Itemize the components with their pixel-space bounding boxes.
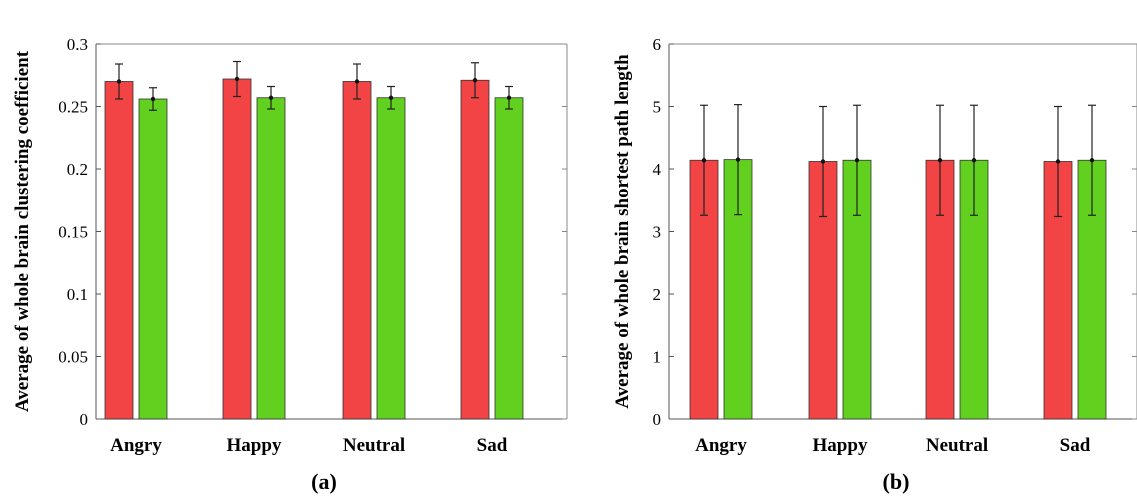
y-tick-label: 0.05: [58, 348, 88, 367]
x-tick-label: Neutral: [926, 435, 988, 456]
x-tick-label: Neutral: [343, 435, 405, 456]
panel-label-a: (a): [311, 469, 337, 494]
bar: [138, 98, 168, 420]
x-tick-label: Sad: [1060, 435, 1091, 456]
x-tick-label: Happy: [227, 435, 282, 456]
y-tick-label: 4: [653, 160, 662, 179]
mean-marker: [234, 76, 240, 82]
bar: [460, 79, 490, 420]
y-tick-label: 5: [653, 98, 662, 117]
mean-marker: [1089, 158, 1095, 163]
mean-marker: [150, 96, 156, 102]
y-axis-label: Average of whole brain shortest path len…: [612, 54, 633, 409]
mean-marker: [820, 159, 826, 164]
mean-marker: [735, 157, 741, 162]
bar: [494, 97, 524, 420]
bar: [104, 81, 134, 420]
y-tick-label: 0.1: [67, 285, 88, 304]
y-axis-label: Average of whole brain clustering coeffi…: [12, 50, 33, 412]
x-tick-label: Angry: [695, 435, 747, 456]
panel-label-b: (b): [883, 469, 910, 494]
mean-marker: [1055, 159, 1061, 164]
mean-marker: [937, 158, 943, 163]
mean-marker: [354, 79, 360, 84]
mean-marker: [472, 78, 478, 83]
mean-marker: [701, 158, 707, 163]
mean-marker: [971, 158, 977, 163]
y-tick-label: 2: [653, 285, 662, 304]
y-tick-label: 0.3: [67, 35, 88, 54]
bar: [376, 97, 406, 420]
y-tick-label: 0.25: [58, 98, 88, 117]
y-tick-label: 0.2: [67, 160, 88, 179]
mean-marker: [506, 95, 512, 100]
mean-marker: [268, 95, 274, 100]
bar: [342, 81, 372, 420]
mean-marker: [116, 79, 122, 84]
x-tick-label: Sad: [477, 435, 508, 456]
y-tick-label: 0.15: [58, 223, 88, 242]
y-tick-label: 3: [653, 223, 662, 242]
chart-panel-a: 0 0.05 0.1 0.15 0.2 0.25 0.3 Average of whole b…: [12, 35, 568, 456]
mean-marker: [388, 95, 394, 100]
y-tick-label: 1: [653, 348, 662, 367]
mean-marker: [854, 158, 860, 163]
y-tick-label: 0: [80, 410, 89, 429]
chart-panel-b: 0 1 2 3 4 5 6 Average of whole brain shortest p…: [612, 35, 1137, 456]
bar: [222, 78, 252, 420]
x-tick-label: Angry: [110, 435, 162, 456]
y-tick-label: 0: [653, 410, 662, 429]
bar: [256, 97, 286, 420]
y-tick-label: 6: [653, 35, 662, 54]
x-tick-label: Happy: [813, 435, 868, 456]
